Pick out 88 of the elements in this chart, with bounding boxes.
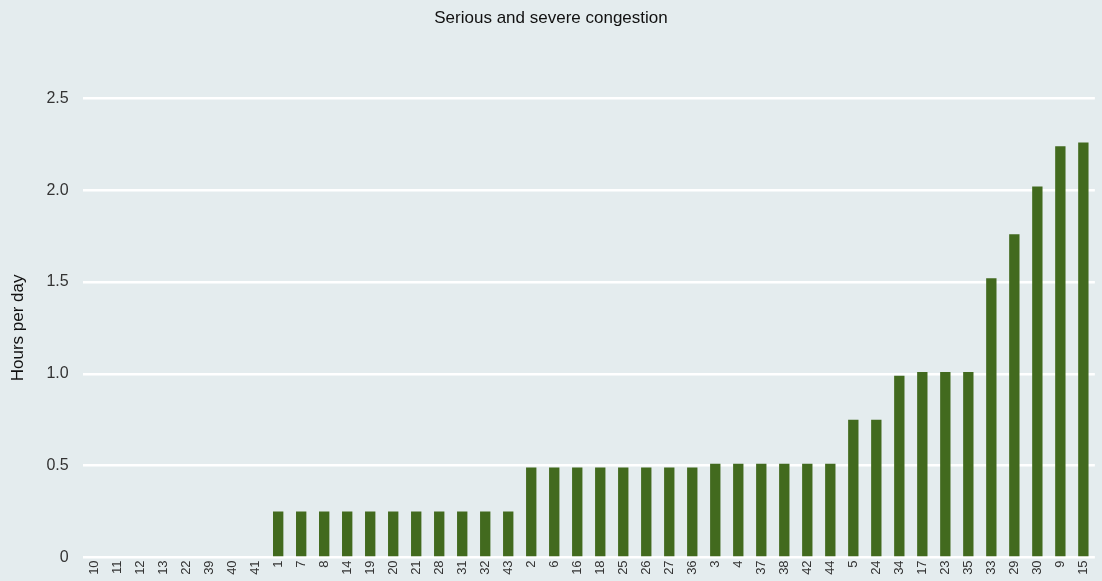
bar: [526, 467, 537, 557]
x-tick-label: 5: [844, 560, 860, 568]
bar: [457, 511, 468, 557]
bar: [963, 371, 974, 557]
chart-title: Serious and severe congestion: [434, 7, 668, 27]
x-tick-label: 32: [476, 560, 492, 575]
bar: [1032, 186, 1043, 557]
x-tick-label: 42: [798, 560, 814, 575]
bar: [388, 511, 399, 557]
x-tick-label: 34: [890, 560, 906, 575]
bar: [595, 467, 606, 557]
x-tick-label: 31: [453, 560, 469, 575]
x-tick-label: 2: [522, 560, 538, 568]
x-tick-label: 28: [430, 560, 446, 575]
bar: [733, 463, 744, 557]
bar: [894, 375, 905, 557]
bar: [480, 511, 491, 557]
x-tick-label: 40: [223, 560, 239, 575]
bar: [687, 467, 698, 557]
x-tick-label: 35: [959, 560, 975, 575]
x-tick-label: 41: [246, 560, 262, 575]
bar: [572, 467, 583, 557]
x-tick-label: 12: [131, 560, 147, 575]
x-tick-label: 14: [338, 560, 354, 575]
bar: [1009, 234, 1020, 557]
y-tick-label: 2.0: [46, 180, 69, 198]
bar: [1078, 142, 1089, 557]
x-tick-label: 22: [177, 560, 193, 575]
bar: [986, 278, 997, 557]
x-tick-label: 17: [913, 560, 929, 575]
bar: [664, 467, 675, 557]
x-tick-label: 7: [292, 560, 308, 568]
x-tick-label: 21: [407, 560, 423, 575]
bar: [296, 511, 307, 557]
x-tick-label: 25: [614, 560, 630, 575]
x-tick-label: 37: [752, 560, 768, 575]
x-tick-label: 1: [269, 560, 285, 568]
x-tick-label: 15: [1074, 560, 1090, 575]
bar: [917, 371, 928, 557]
bar: [940, 371, 951, 557]
y-tick-label: 1.5: [46, 272, 69, 290]
bar: [848, 419, 859, 557]
x-tick-label: 10: [85, 560, 101, 575]
x-tick-label: 24: [867, 560, 883, 575]
x-tick-label: 3: [706, 560, 722, 568]
y-tick-label: 0.5: [46, 456, 69, 474]
bar: [549, 467, 560, 557]
x-tick-label: 27: [660, 560, 676, 575]
x-tick-label: 36: [683, 560, 699, 575]
x-tick-label: 33: [982, 560, 998, 575]
x-tick-label: 29: [1005, 560, 1021, 575]
y-axis-title: Hours per day: [7, 274, 27, 382]
x-tick-label: 43: [499, 560, 515, 575]
x-tick-label: 19: [361, 560, 377, 575]
x-tick-label: 8: [315, 560, 331, 568]
x-tick-label: 23: [936, 560, 952, 575]
bar: [618, 467, 629, 557]
x-tick-label: 26: [637, 560, 653, 575]
x-tick-label: 13: [154, 560, 170, 575]
x-tick-label: 38: [775, 560, 791, 575]
bar: [411, 511, 422, 557]
x-tick-label: 39: [200, 560, 216, 575]
bar: [756, 463, 767, 557]
bar: [710, 463, 721, 557]
bar: [871, 419, 882, 557]
x-tick-label: 11: [108, 560, 124, 574]
x-tick-label: 6: [545, 560, 561, 568]
x-tick-label: 44: [821, 560, 837, 575]
y-tick-label: 1.0: [46, 364, 69, 382]
x-tick-label: 9: [1051, 560, 1067, 568]
bar: [641, 467, 652, 557]
bar: [779, 463, 790, 557]
bar: [434, 511, 445, 557]
y-tick-label: 0: [59, 547, 69, 565]
bar: [1055, 146, 1066, 557]
bar: [802, 463, 813, 557]
x-tick-label: 4: [729, 560, 745, 568]
x-tick-label: 20: [384, 560, 400, 575]
x-tick-label: 18: [591, 560, 607, 575]
x-tick-label: 16: [568, 560, 584, 575]
bar: [342, 511, 353, 557]
y-tick-label: 2.5: [46, 88, 69, 106]
bar: [503, 511, 514, 557]
bar: [825, 463, 836, 557]
bar: [365, 511, 376, 557]
x-tick-label: 30: [1028, 560, 1044, 575]
bar: [319, 511, 330, 557]
bar: [273, 511, 284, 557]
